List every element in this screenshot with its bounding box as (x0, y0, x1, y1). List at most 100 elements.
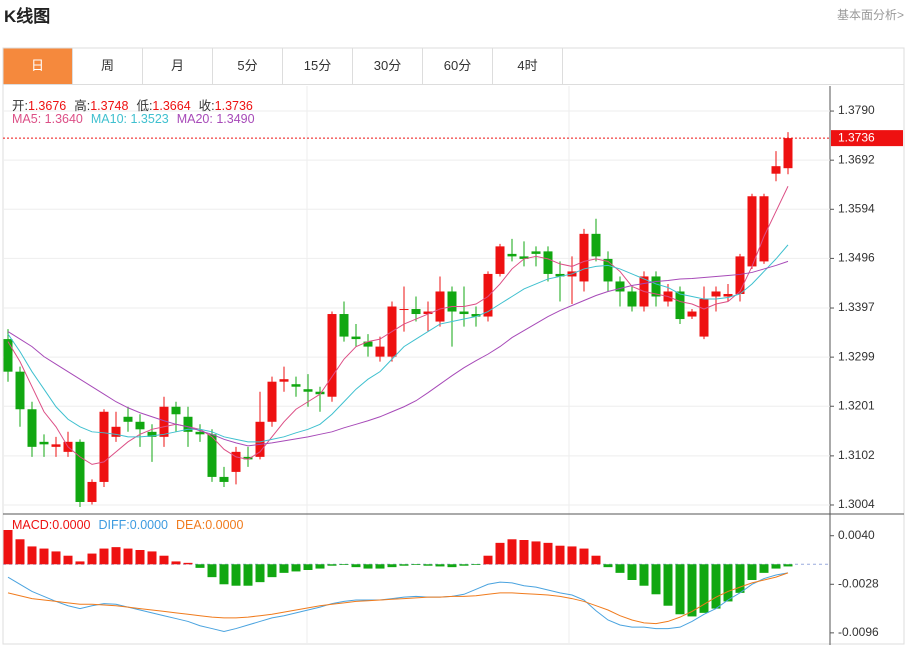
macd-bar (123, 548, 133, 565)
macd-bar (303, 564, 313, 570)
candle-body (759, 196, 769, 262)
macd-bar (675, 564, 685, 615)
macd-bar (3, 530, 13, 565)
macd-bar (747, 564, 757, 580)
macd-bar (471, 564, 481, 565)
candle-body (627, 291, 637, 307)
candle-body (315, 391, 325, 395)
period-tab[interactable]: 60分 (423, 48, 493, 84)
macd-bar (279, 564, 289, 573)
ma-label: MA20: (176, 112, 217, 126)
macd-bar (495, 542, 505, 565)
candle-body (87, 481, 97, 502)
y-tick-label: 0.0040 (838, 528, 875, 542)
y-tick-label: 1.3594 (838, 201, 875, 215)
macd-bar (291, 564, 301, 572)
period-tab[interactable]: 日 (3, 48, 73, 84)
macd-bar (711, 564, 721, 609)
macd-bar (195, 564, 205, 568)
ma-value: 1.3640 (44, 112, 83, 126)
macd-bar (783, 564, 793, 567)
candle-body (219, 476, 229, 482)
ma-legend: MA5: 1.3640 MA10: 1.3523 MA20: 1.3490 (12, 112, 263, 126)
candle-body (447, 291, 457, 312)
candle-body (135, 421, 145, 430)
macd-bar (591, 555, 601, 565)
candle-body (267, 381, 277, 422)
macd-legend-label: DIFF: (98, 518, 130, 532)
candle-body (471, 314, 481, 317)
macd-bar (315, 564, 325, 569)
candle-body (363, 341, 373, 347)
macd-bar (483, 555, 493, 565)
period-tab[interactable]: 30分 (353, 48, 423, 84)
candle-body (783, 138, 793, 169)
period-tab[interactable]: 周 (73, 48, 143, 84)
ohlc-label: 高: (74, 99, 91, 113)
macd-line (7, 572, 789, 625)
candle-body (39, 441, 49, 445)
candle-body (507, 253, 517, 257)
macd-bar (231, 564, 241, 586)
macd-bar (699, 564, 709, 613)
candle-body (195, 431, 205, 435)
candle-body (159, 406, 169, 437)
y-tick-label: -0.0028 (838, 576, 879, 590)
candle-body (651, 276, 661, 297)
macd-bar (351, 564, 361, 568)
macd-bar (267, 564, 277, 578)
macd-bar (687, 564, 697, 617)
macd-bar (27, 546, 37, 565)
candle-body (327, 314, 337, 397)
macd-bar (375, 564, 385, 569)
ma-value: 1.3490 (216, 112, 255, 126)
macd-legend-value: 0.0000 (52, 518, 91, 532)
ohlc-legend: 开:1.3676 高:1.3748 低:1.3664 收:1.3736 (12, 95, 261, 114)
candle-body (423, 311, 433, 315)
candle-body (99, 411, 109, 482)
period-tab[interactable]: 4时 (493, 48, 563, 84)
y-tick-label: 1.3299 (838, 349, 875, 363)
candle-body (555, 273, 565, 277)
period-tab[interactable]: 15分 (283, 48, 353, 84)
macd-bar (39, 548, 49, 565)
macd-bar (411, 564, 421, 565)
macd-bar (387, 564, 397, 568)
period-tab[interactable]: 5分 (213, 48, 283, 84)
ma-label: MA5: (12, 112, 45, 126)
candle-body (183, 416, 193, 432)
macd-bar (111, 547, 121, 565)
candle-body (495, 246, 505, 274)
candle-body (459, 311, 469, 315)
ma-line (7, 186, 789, 465)
candle-body (351, 336, 361, 340)
macd-bar (627, 564, 637, 580)
period-tab[interactable]: 月 (143, 48, 213, 84)
y-tick-label: 1.3496 (838, 251, 875, 265)
ma-value: 1.3523 (130, 112, 169, 126)
fundamental-link[interactable]: 基本面分析> (836, 8, 904, 22)
candle-body (399, 309, 409, 311)
macd-bar (555, 545, 565, 565)
last-price-box (831, 130, 903, 147)
macd-bar (507, 539, 517, 565)
macd-bar (183, 562, 193, 565)
y-tick-label: 1.3692 (838, 152, 875, 166)
ma-line (7, 260, 789, 447)
candle-body (735, 256, 745, 294)
ma-label: MA10: (90, 112, 131, 126)
macd-bar (447, 564, 457, 568)
macd-bar (363, 564, 373, 569)
last-price-label: 1.3736 (838, 130, 875, 144)
macd-bar (615, 564, 625, 573)
ohlc-value: 1.3748 (90, 99, 129, 113)
ohlc-label: 收: (198, 99, 215, 113)
candle-body (15, 371, 25, 410)
macd-bar (219, 564, 229, 585)
ohlc-label: 开: (12, 99, 28, 113)
period-tabs: 日周月 5分 15分 30分 60分 4时 (3, 48, 904, 85)
ohlc-value: 1.3664 (152, 99, 191, 113)
page-title: K线图 (4, 7, 51, 26)
macd-bar (435, 564, 445, 567)
